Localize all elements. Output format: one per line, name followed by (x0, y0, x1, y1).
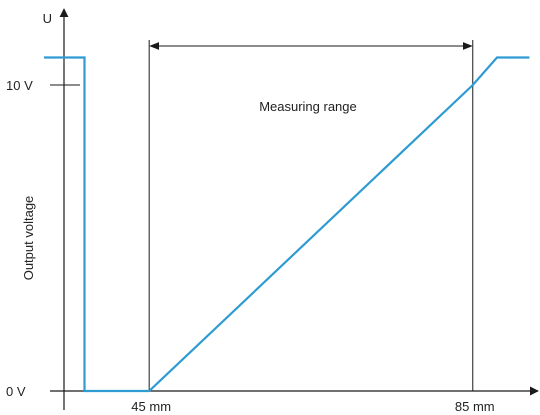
y-axis-title: Output voltage (21, 196, 36, 281)
range-annotation: Measuring range (259, 99, 357, 114)
output-voltage-curve (44, 56, 530, 393)
x-tick-label-1: 85 mm (455, 399, 495, 414)
y-axis-symbol: U (43, 11, 52, 26)
measuring-range: Measuring range (148, 40, 474, 391)
x-ticks: 45 mm 85 mm (131, 399, 494, 414)
y-tick-label-1: 10 V (6, 78, 33, 93)
x-tick-label-0: 45 mm (131, 399, 171, 414)
y-tick-label-0: 0 V (6, 384, 26, 399)
y-ticks: 0 V 10 V (6, 78, 80, 399)
